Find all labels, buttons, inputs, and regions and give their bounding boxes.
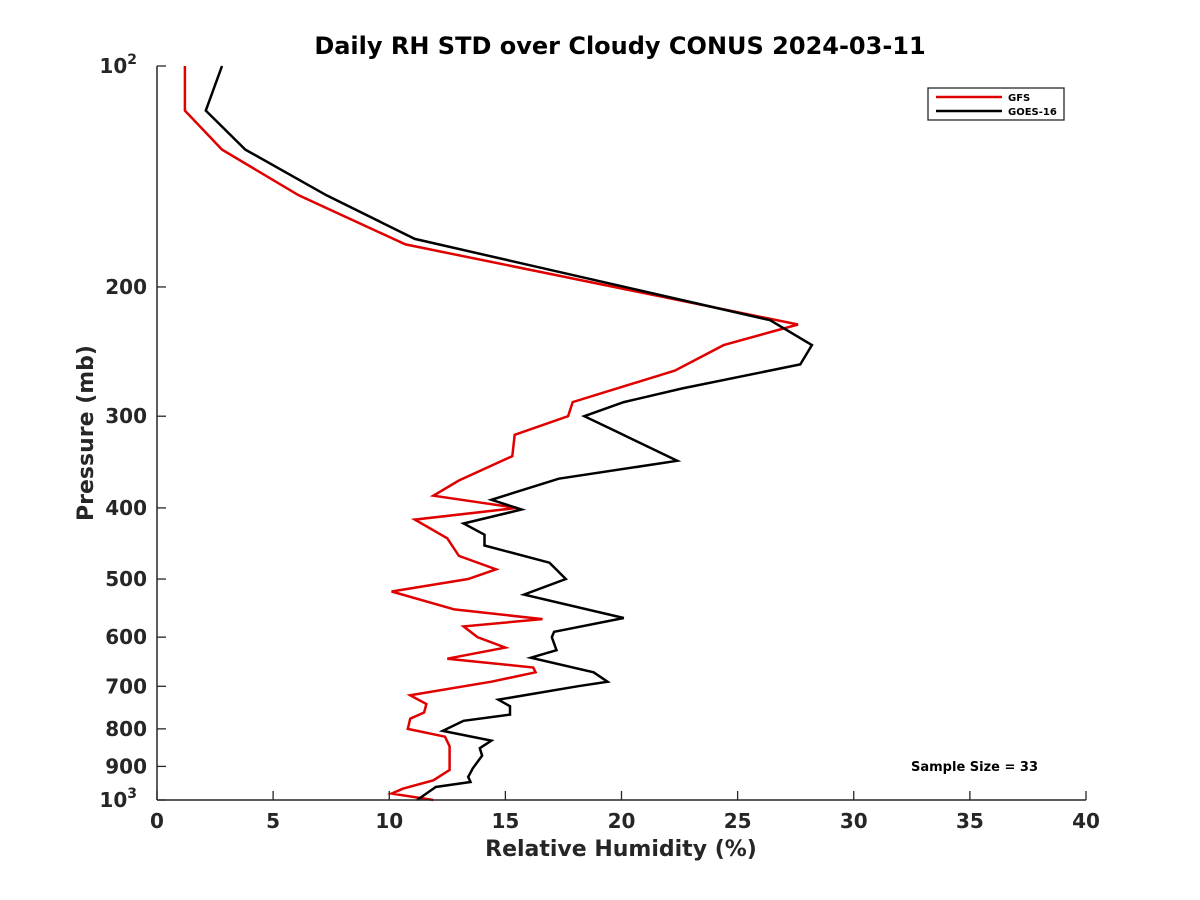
x-axis-label: Relative Humidity (%) xyxy=(485,837,757,862)
y-tick-label: 500 xyxy=(105,567,147,591)
x-tick-label: 35 xyxy=(956,809,984,833)
x-tick-label: 15 xyxy=(491,809,519,833)
legend-label-gfs: GFS xyxy=(1008,93,1030,104)
x-ticks: 0 5 10 15 20 25 30 35 40 xyxy=(150,791,1100,833)
x-tick-label: 40 xyxy=(1072,809,1100,833)
legend: GFS GOES-16 xyxy=(927,87,1065,121)
x-tick-label: 25 xyxy=(724,809,752,833)
legend-label-goes-16: GOES-16 xyxy=(1008,107,1057,118)
series-line-gfs xyxy=(183,66,799,802)
x-tick-label: 20 xyxy=(608,809,636,833)
y-tick-label: 800 xyxy=(105,717,147,741)
x-tick-label: 5 xyxy=(266,809,280,833)
series-line-goes-16 xyxy=(204,65,814,802)
plot-area: 0 5 10 15 20 25 30 35 40 102 200 300 400 500 600 700 80… xyxy=(99,52,1100,833)
y-tick-label: 300 xyxy=(105,404,147,428)
x-tick-label: 0 xyxy=(150,809,164,833)
chart-title: Daily RH STD over Cloudy CONUS 2024-03-1… xyxy=(314,32,925,60)
y-tick-label: 102 xyxy=(99,52,137,78)
y-tick-label: 400 xyxy=(105,496,147,520)
legend-box xyxy=(927,87,1065,121)
y-tick-label: 900 xyxy=(105,754,147,778)
x-tick-label: 10 xyxy=(375,809,403,833)
sample-size-annotation: Sample Size = 33 xyxy=(911,760,1038,775)
y-ticks: 102 200 300 400 500 600 700 800 900 103 xyxy=(99,52,166,812)
y-tick-label: 600 xyxy=(105,625,147,649)
series-layer xyxy=(183,65,814,802)
y-axis-label: Pressure (mb) xyxy=(74,345,99,521)
x-tick-label: 30 xyxy=(840,809,868,833)
y-tick-label: 700 xyxy=(105,674,147,698)
y-tick-label: 103 xyxy=(99,786,137,812)
y-tick-label: 200 xyxy=(105,275,147,299)
